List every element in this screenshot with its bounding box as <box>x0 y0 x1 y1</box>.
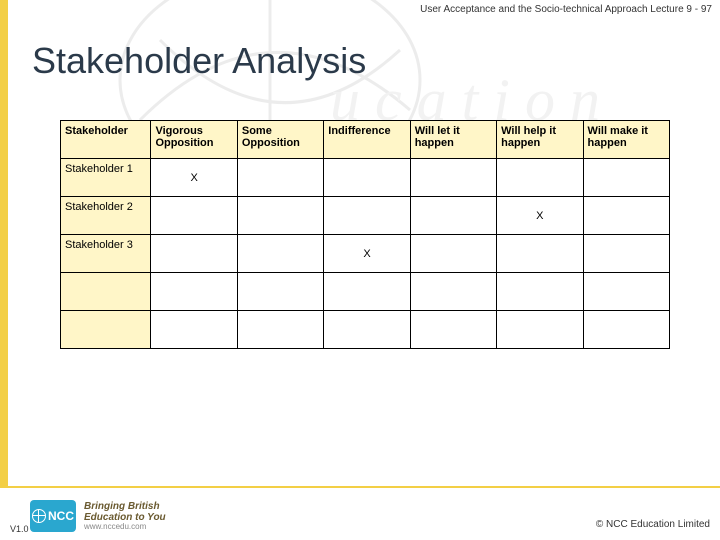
table-cell <box>237 311 323 349</box>
row-label <box>61 311 151 349</box>
table-cell <box>410 159 496 197</box>
table-cell <box>497 159 583 197</box>
col-header: Will make it happen <box>583 121 669 159</box>
logo-tagline-2: Education to You <box>84 512 166 523</box>
row-label: Stakeholder 2 <box>61 197 151 235</box>
logo-tagline: Bringing British Education to You www.nc… <box>84 501 166 532</box>
table-row: Stakeholder 2 X <box>61 197 670 235</box>
table-row: Stakeholder 1X <box>61 159 670 197</box>
col-header: Will let it happen <box>410 121 496 159</box>
col-header: Will help it happen <box>497 121 583 159</box>
table-cell <box>151 311 237 349</box>
table-header-row: Stakeholder Vigorous Opposition Some Opp… <box>61 121 670 159</box>
table-cell <box>324 311 410 349</box>
table-cell <box>324 273 410 311</box>
row-label <box>61 273 151 311</box>
copyright: © NCC Education Limited <box>596 519 710 530</box>
col-header: Stakeholder <box>61 121 151 159</box>
left-accent-bar <box>0 0 8 540</box>
stakeholder-table: Stakeholder Vigorous Opposition Some Opp… <box>60 120 670 349</box>
table-cell <box>583 197 669 235</box>
table-cell <box>410 273 496 311</box>
stakeholder-table-wrap: Stakeholder Vigorous Opposition Some Opp… <box>60 120 670 349</box>
slide-header: User Acceptance and the Socio-technical … <box>420 4 712 15</box>
table-cell <box>151 273 237 311</box>
table-cell <box>583 235 669 273</box>
table-cell <box>237 235 323 273</box>
version-label: V1.0 <box>10 524 29 534</box>
table-cell <box>237 273 323 311</box>
logo-tagline-1: Bringing British <box>84 501 166 512</box>
table-cell <box>410 311 496 349</box>
table-cell <box>151 197 237 235</box>
table-cell <box>497 273 583 311</box>
table-cell <box>583 311 669 349</box>
table-cell: X <box>497 197 583 235</box>
col-header: Some Opposition <box>237 121 323 159</box>
table-cell <box>497 235 583 273</box>
table-cell: X <box>151 159 237 197</box>
table-row: Stakeholder 3 X <box>61 235 670 273</box>
table-cell <box>324 197 410 235</box>
table-cell <box>324 159 410 197</box>
table-row <box>61 311 670 349</box>
logo-badge: NCC <box>30 500 76 532</box>
table-cell <box>237 159 323 197</box>
col-header: Vigorous Opposition <box>151 121 237 159</box>
table-row <box>61 273 670 311</box>
table-cell <box>497 311 583 349</box>
table-cell: X <box>324 235 410 273</box>
row-label: Stakeholder 3 <box>61 235 151 273</box>
table-cell <box>583 159 669 197</box>
ncc-logo: NCC Bringing British Education to You ww… <box>30 500 166 532</box>
logo-badge-text: NCC <box>48 509 74 523</box>
page-title: Stakeholder Analysis <box>32 40 366 82</box>
table-cell <box>151 235 237 273</box>
logo-url: www.nccedu.com <box>84 523 166 532</box>
table-cell <box>410 197 496 235</box>
table-cell <box>583 273 669 311</box>
globe-icon <box>32 509 46 523</box>
row-label: Stakeholder 1 <box>61 159 151 197</box>
table-cell <box>410 235 496 273</box>
col-header: Indifference <box>324 121 410 159</box>
table-cell <box>237 197 323 235</box>
